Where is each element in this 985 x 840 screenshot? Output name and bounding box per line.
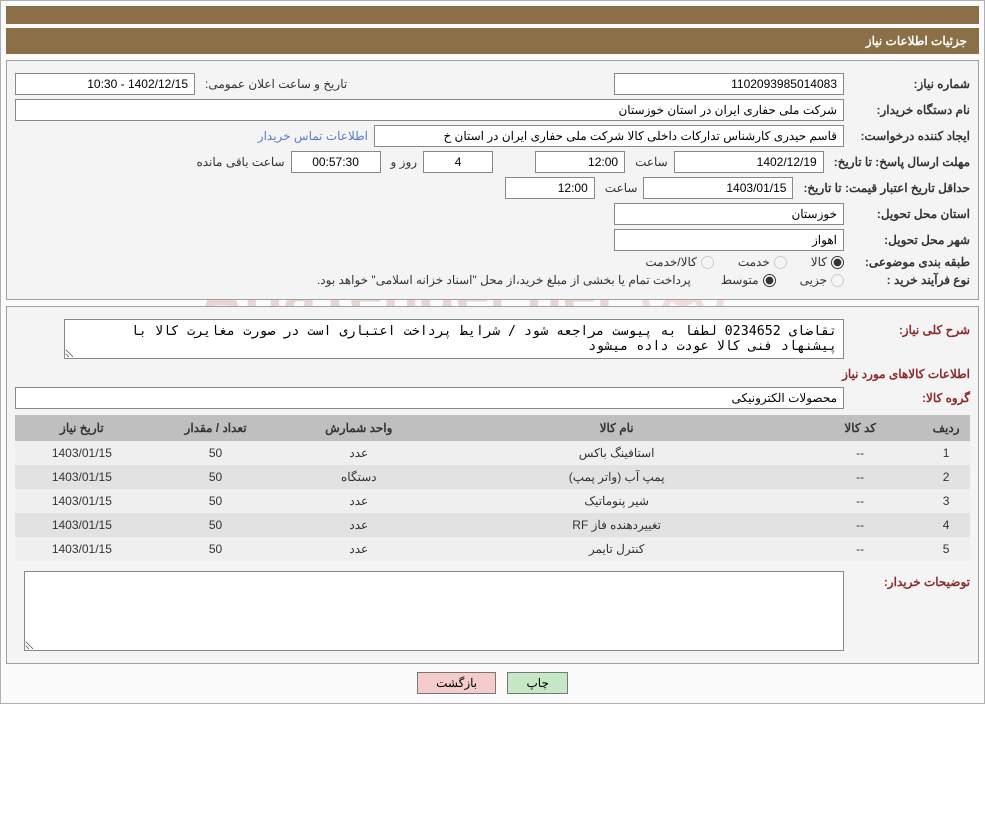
subject-service-radio-input[interactable] [774, 256, 787, 269]
table-cell: عدد [282, 513, 435, 537]
purchase-medium-radio-label: متوسط [721, 273, 759, 287]
need-number-label: شماره نیاز: [850, 77, 970, 91]
table-header: واحد شمارش [282, 415, 435, 441]
days-remaining-input [423, 151, 493, 173]
purchase-note: پرداخت تمام یا بخشی از مبلغ خرید،از محل … [317, 273, 697, 287]
table-cell: 1403/01/15 [15, 537, 149, 561]
print-button[interactable]: چاپ [507, 672, 567, 694]
announce-datetime-input [15, 73, 195, 95]
table-row: 2--پمپ آب (واتر پمپ)دستگاه501403/01/15 [15, 465, 970, 489]
table-cell: 1403/01/15 [15, 489, 149, 513]
table-cell: 1 [922, 441, 970, 465]
buyer-notes-textarea[interactable] [24, 571, 844, 651]
header-title: جزئیات اطلاعات نیاز [6, 24, 979, 54]
subject-goods-service-radio-label: کالا/خدمت [645, 255, 696, 269]
table-cell: دستگاه [282, 465, 435, 489]
table-row: 3--شیر پنوماتیکعدد501403/01/15 [15, 489, 970, 513]
table-cell: عدد [282, 537, 435, 561]
table-cell: -- [798, 489, 922, 513]
purchase-partial-radio[interactable]: جزیی [800, 273, 844, 287]
days-and-label: روز و [387, 155, 418, 169]
subject-goods-service-radio-input[interactable] [701, 256, 714, 269]
buyer-notes-label: توضیحات خریدار: [850, 571, 970, 589]
table-header: نام کالا [435, 415, 798, 441]
purchase-type-label: نوع فرآیند خرید : [850, 273, 970, 287]
subject-goods-service-radio[interactable]: کالا/خدمت [645, 255, 713, 269]
table-cell: 1403/01/15 [15, 441, 149, 465]
reply-date-input [674, 151, 824, 173]
table-cell: شیر پنوماتیک [435, 489, 798, 513]
table-cell: پمپ آب (واتر پمپ) [435, 465, 798, 489]
table-cell: 4 [922, 513, 970, 537]
announce-datetime-label: تاریخ و ساعت اعلان عمومی: [201, 77, 347, 91]
table-cell: -- [798, 513, 922, 537]
purchase-medium-radio[interactable]: متوسط [721, 273, 776, 287]
reply-deadline-label: مهلت ارسال پاسخ: تا تاریخ: [830, 155, 970, 169]
table-cell: عدد [282, 489, 435, 513]
table-cell: استافینگ باکس [435, 441, 798, 465]
subject-goods-radio-label: کالا [811, 255, 827, 269]
table-cell: -- [798, 441, 922, 465]
table-cell: 50 [149, 489, 283, 513]
overall-desc-label: شرح کلی نیاز: [850, 319, 970, 337]
table-header: کد کالا [798, 415, 922, 441]
table-cell: 1403/01/15 [15, 465, 149, 489]
requester-label: ایجاد کننده درخواست: [850, 129, 970, 143]
table-cell: عدد [282, 441, 435, 465]
subject-service-radio-label: خدمت [738, 255, 770, 269]
overall-desc-textarea [64, 319, 844, 359]
buyer-org-input [15, 99, 844, 121]
table-header: تاریخ نیاز [15, 415, 149, 441]
delivery-city-label: شهر محل تحویل: [850, 233, 970, 247]
items-table: ردیفکد کالانام کالاواحد شمارشتعداد / مقد… [15, 415, 970, 561]
goods-group-label: گروه کالا: [850, 391, 970, 405]
time-remaining-label: ساعت باقی مانده [192, 155, 284, 169]
table-cell: 2 [922, 465, 970, 489]
delivery-city-input [614, 229, 844, 251]
price-validity-date-input [643, 177, 793, 199]
subject-class-label: طبقه بندی موضوعی: [850, 255, 970, 269]
form-panel-1: شماره نیاز: تاریخ و ساعت اعلان عمومی: نا… [6, 60, 979, 300]
back-button[interactable]: بازگشت [417, 672, 496, 694]
table-cell: 50 [149, 465, 283, 489]
buyer-org-label: نام دستگاه خریدار: [850, 103, 970, 117]
items-info-title: اطلاعات کالاهای مورد نیاز [15, 367, 970, 381]
table-cell: 50 [149, 537, 283, 561]
subject-goods-radio[interactable]: کالا [811, 255, 844, 269]
top-bar [6, 6, 979, 24]
table-cell: 50 [149, 513, 283, 537]
goods-group-input [15, 387, 844, 409]
table-header: ردیف [922, 415, 970, 441]
table-cell: 5 [922, 537, 970, 561]
form-panel-2: شرح کلی نیاز: اطلاعات کالاهای مورد نیاز … [6, 306, 979, 664]
purchase-partial-radio-label: جزیی [800, 273, 827, 287]
price-validity-time-input [505, 177, 595, 199]
table-row: 4--تغییردهنده فاز RFعدد501403/01/15 [15, 513, 970, 537]
table-header: تعداد / مقدار [149, 415, 283, 441]
table-row: 5--کنترل تایمرعدد501403/01/15 [15, 537, 970, 561]
countdown-input [291, 151, 381, 173]
table-cell: کنترل تایمر [435, 537, 798, 561]
time-label-2: ساعت [601, 181, 638, 195]
table-row: 1--استافینگ باکسعدد501403/01/15 [15, 441, 970, 465]
delivery-province-input [614, 203, 844, 225]
subject-service-radio[interactable]: خدمت [738, 255, 787, 269]
delivery-province-label: استان محل تحویل: [850, 207, 970, 221]
table-cell: 3 [922, 489, 970, 513]
table-cell: -- [798, 465, 922, 489]
time-label-1: ساعت [631, 155, 668, 169]
need-number-input [614, 73, 844, 95]
price-validity-label: حداقل تاریخ اعتبار قیمت: تا تاریخ: [799, 181, 970, 195]
requester-input [374, 125, 844, 147]
purchase-medium-radio-input[interactable] [763, 274, 776, 287]
table-cell: -- [798, 537, 922, 561]
table-cell: 50 [149, 441, 283, 465]
purchase-partial-radio-input[interactable] [831, 274, 844, 287]
reply-time-input [535, 151, 625, 173]
subject-goods-radio-input[interactable] [831, 256, 844, 269]
table-cell: تغییردهنده فاز RF [435, 513, 798, 537]
buyer-contact-link[interactable]: اطلاعات تماس خریدار [258, 129, 368, 143]
table-cell: 1403/01/15 [15, 513, 149, 537]
